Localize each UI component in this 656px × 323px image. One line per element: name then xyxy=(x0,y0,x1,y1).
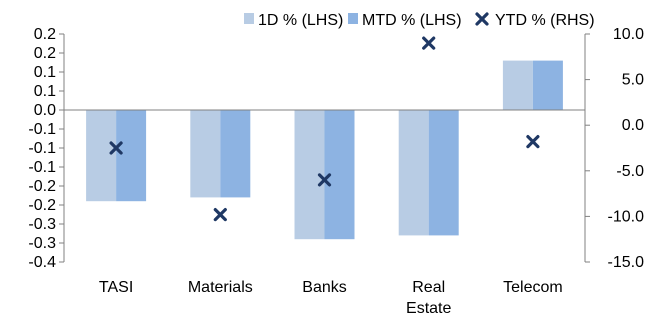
marker-ytd-rhs-banks xyxy=(317,173,332,187)
category-label-real-estate: Real Estate xyxy=(406,279,451,317)
left-tick-label: 0.2 xyxy=(34,26,56,43)
category-label-telecom: Telecom xyxy=(503,279,563,296)
legend-swatch-mtd-lhs xyxy=(348,13,358,24)
right-tick-label: 0.0 xyxy=(622,117,644,134)
left-tick-label: -0.3 xyxy=(28,235,56,252)
bar-1d-lhs-real-estate xyxy=(398,110,429,236)
bar-1d-lhs-telecom xyxy=(502,60,533,110)
left-tick-label: -0.4 xyxy=(28,254,56,271)
left-tick-label: 0.0 xyxy=(34,102,56,119)
category-label-tasi: TASI xyxy=(99,279,133,296)
markers xyxy=(109,36,540,222)
marker-ytd-rhs-tasi xyxy=(109,141,123,155)
legend-swatch-ytd-rhs xyxy=(475,12,489,26)
left-tick-label: -0.2 xyxy=(28,197,56,214)
left-tick-label: -0.3 xyxy=(28,216,56,233)
right-tick-label: -10.0 xyxy=(608,208,645,225)
axes xyxy=(59,33,590,263)
bar-1d-lhs-materials xyxy=(190,110,221,198)
marker-ytd-rhs-materials xyxy=(213,207,227,222)
left-tick-label: -0.1 xyxy=(28,159,56,176)
bar-1d-lhs-tasi xyxy=(86,110,117,202)
legend: 1D % (LHS) MTD % (LHS) YTD % (RHS) xyxy=(244,12,595,29)
left-tick-label: -0.1 xyxy=(28,121,56,138)
left-tick-label: -0.2 xyxy=(28,178,56,195)
left-tick-label: 0.1 xyxy=(34,64,56,81)
right-tick-label: -15.0 xyxy=(608,254,645,271)
right-tick-label: 10.0 xyxy=(613,26,644,43)
category-label-banks: Banks xyxy=(302,279,346,296)
right-tick-label: 5.0 xyxy=(622,72,644,89)
category-label-materials: Materials xyxy=(188,279,253,296)
legend-label-mtd-lhs: MTD % (LHS) xyxy=(362,12,462,29)
bar-mtd-lhs-real-estate xyxy=(428,110,459,236)
bar-mtd-lhs-telecom xyxy=(532,60,563,110)
left-tick-label: -0.1 xyxy=(28,140,56,157)
legend-label-1d-lhs: 1D % (LHS) xyxy=(258,12,343,29)
left-tick-label: 0.2 xyxy=(34,45,56,62)
bar-mtd-lhs-materials xyxy=(220,110,251,198)
legend-label-ytd-rhs: YTD % (RHS) xyxy=(495,12,595,29)
marker-ytd-rhs-real-estate xyxy=(422,36,436,50)
bars xyxy=(86,60,563,240)
bar-mtd-lhs-tasi xyxy=(116,110,147,202)
left-tick-label: 0.1 xyxy=(34,83,56,100)
tick-labels: -0.4 -0.3 -0.3 -0.2 -0.2 -0.1 -0.1 -0.1 0.0 0.1 0.… xyxy=(28,26,644,317)
right-tick-label: -5.0 xyxy=(616,163,644,180)
legend-swatch-1d-lhs xyxy=(244,13,254,24)
marker-ytd-rhs-telecom xyxy=(526,135,540,149)
